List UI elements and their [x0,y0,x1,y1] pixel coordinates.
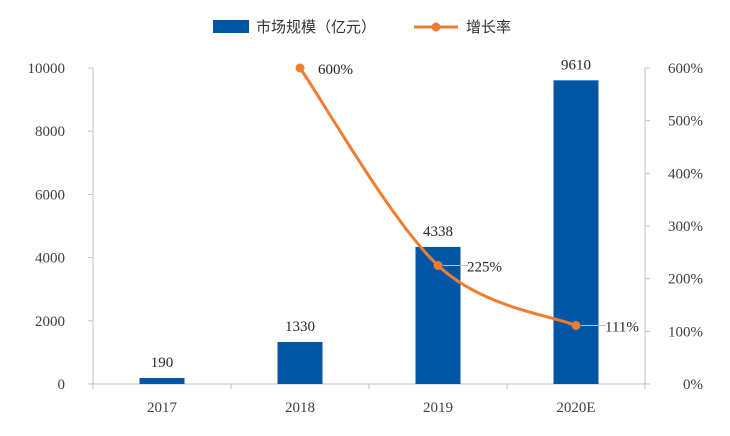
bars [139,80,599,384]
bar [139,377,185,384]
bar [553,80,599,384]
y-right-tick-label: 600% [668,61,703,77]
growth-point [295,63,305,73]
growth-point [571,321,581,331]
growth-value-label: 111% [605,320,639,336]
growth-value-label: 600% [318,62,353,78]
y-left-tick-label: 6000 [35,187,65,203]
growth-line [295,63,581,331]
y-right-tick-label: 100% [668,324,703,340]
bar-value-label: 9610 [561,57,591,73]
legend-line-label: 增长率 [466,18,511,36]
bar [277,341,323,384]
growth-point [433,261,443,270]
y-right-tick-label: 500% [668,114,703,130]
legend-line-marker [431,22,441,32]
bar-value-label: 1330 [285,319,315,335]
y-left-tick-label: 2000 [35,314,65,330]
bar-value-label: 4338 [423,224,453,240]
y-right-tick-label: 0% [683,377,703,393]
data-labels: 190 1330 4338 9610 600% 225% 111% [151,57,639,371]
bar-value-label: 190 [151,355,174,371]
y-right-tick-label: 300% [668,219,703,235]
x-tick-label: 2018 [285,400,315,416]
legend-bar-swatch [213,20,249,33]
y-left-tick-label: 8000 [35,124,65,140]
legend-bar-label: 市场规模（亿元） [256,18,376,36]
y-right-tick-label: 200% [668,272,703,288]
y-left-tick-label: 4000 [35,251,65,267]
y-left-tick-label: 10000 [28,61,66,77]
legend: 市场规模（亿元） 增长率 [213,18,511,36]
y-right-tick-label: 400% [668,166,703,182]
x-tick-label: 2019 [423,400,453,416]
y-left-tick-label: 0 [58,377,66,393]
growth-line-path [298,67,577,327]
growth-value-label: 225% [467,260,502,276]
x-tick-label: 2017 [147,400,178,416]
x-tick-label: 2020E [556,400,595,416]
axes: 0 2000 4000 6000 8000 10000 0% 100% 200% 300% 400%… [28,61,704,416]
